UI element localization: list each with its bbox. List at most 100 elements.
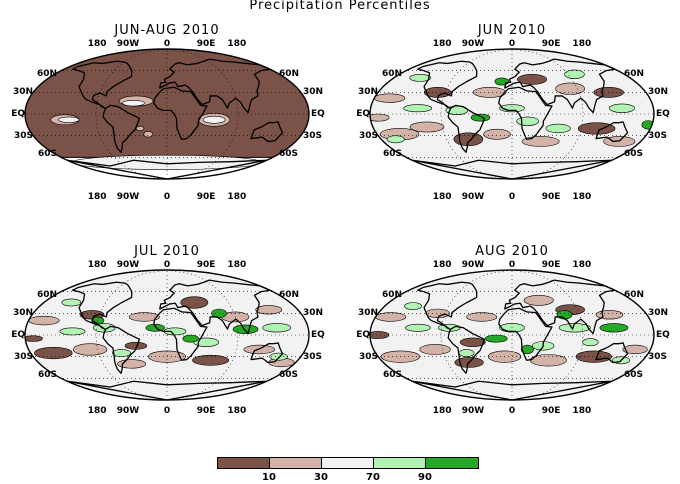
lon-tick-label: 180 <box>227 192 247 202</box>
anomaly-patch <box>269 352 288 361</box>
panel-title-aug-2010: AUG 2010 <box>475 244 549 259</box>
anomaly-patch <box>558 323 591 333</box>
map-border <box>24 48 310 180</box>
lon-tick-label: 180 <box>87 406 107 416</box>
coastline <box>411 159 613 179</box>
lat-tick-label-left: 30N <box>357 87 378 98</box>
lon-tick-label: 0 <box>163 406 171 416</box>
anomaly-patch <box>128 312 160 322</box>
lat-tick-label-left: 60S <box>37 149 57 160</box>
lon-tick-label: 90W <box>461 39 485 49</box>
lat-tick-label-left: 30N <box>357 308 378 319</box>
lon-tick-label: 90W <box>116 39 140 49</box>
map-jul-2010 <box>24 269 310 401</box>
lon-tick-label: 0 <box>508 192 516 202</box>
lon-tick-label: 180 <box>572 406 592 416</box>
page-title: Precipitation Percentiles <box>249 0 431 13</box>
lat-tick-label-left: 60N <box>381 289 402 300</box>
lat-tick-label-right: 30S <box>648 351 668 362</box>
map-border <box>369 269 655 401</box>
anomaly-patch <box>577 122 616 135</box>
lat-tick-label-left: 60N <box>36 68 57 79</box>
lat-tick-label-left: 60S <box>37 370 57 381</box>
coastline <box>153 86 208 140</box>
anomaly-patch <box>232 324 259 334</box>
anomaly-patch <box>595 310 624 320</box>
anomaly-patch <box>58 116 80 123</box>
map-border <box>369 48 655 180</box>
anomaly-patch <box>180 296 209 309</box>
anomaly-patch <box>556 310 573 320</box>
lon-tick-label: 180 <box>227 406 247 416</box>
coastline <box>153 307 208 361</box>
anomaly-patch <box>374 93 406 103</box>
lon-tick-label: 90E <box>541 192 561 202</box>
legend-swatch-dry <box>217 457 270 469</box>
anomaly-patch <box>470 113 491 122</box>
lon-tick-label: 180 <box>87 192 107 202</box>
anomaly-patch <box>135 125 145 131</box>
anomaly-patch <box>459 337 486 347</box>
legend-swatch-above <box>373 457 426 469</box>
map-jun-aug-2010 <box>24 48 310 180</box>
lon-tick-label: 90W <box>116 260 140 270</box>
anomaly-patch <box>72 343 108 356</box>
panel-title-jun-2010: JUN 2010 <box>477 23 547 38</box>
coastline <box>159 279 271 335</box>
anomaly-patch <box>545 123 571 134</box>
anomaly-patch <box>425 308 450 318</box>
lon-tick-label: 0 <box>163 260 171 270</box>
anomaly-patch <box>409 73 431 82</box>
lat-tick-label-right: 60S <box>279 149 299 160</box>
coastline <box>416 281 478 330</box>
anomaly-patch <box>182 334 199 343</box>
lon-tick-label: 180 <box>432 406 452 416</box>
lat-tick-label-left: 60N <box>36 289 57 300</box>
lon-tick-label: 0 <box>508 406 516 416</box>
lon-tick-label: 180 <box>87 39 107 49</box>
lat-tick-label-right: EQ <box>311 330 325 340</box>
coastline <box>159 58 271 114</box>
lat-tick-label-right: EQ <box>656 330 670 340</box>
coastline <box>498 86 553 140</box>
anomaly-patch <box>61 298 82 307</box>
anomaly-patch <box>370 113 390 122</box>
lon-tick-label: 180 <box>572 260 592 270</box>
lat-tick-label-right: 30N <box>648 87 669 98</box>
lat-tick-label-left: 60S <box>382 370 402 381</box>
anomaly-patch <box>405 323 431 332</box>
coastline <box>411 380 613 400</box>
coastline <box>447 104 486 153</box>
legend-label-30: 30 <box>314 472 328 483</box>
lat-tick-label-left: 30N <box>12 308 33 319</box>
lon-tick-label: 90E <box>541 406 561 416</box>
lon-tick-label: 90W <box>116 192 140 202</box>
anomaly-patch <box>466 312 498 322</box>
coastline <box>71 60 133 109</box>
lon-tick-label: 180 <box>432 39 452 49</box>
lat-tick-label-left: 30S <box>358 130 378 141</box>
coastline <box>595 121 629 143</box>
anomaly-patch <box>419 344 451 355</box>
anomaly-patch <box>564 69 585 79</box>
lon-tick-label: 0 <box>163 39 171 49</box>
anomaly-patch <box>192 354 230 366</box>
anomaly-patch <box>28 315 60 326</box>
lat-tick-label-left: 30S <box>13 130 33 141</box>
lat-tick-label-right: 30S <box>303 130 323 141</box>
coastline <box>504 279 616 335</box>
anomaly-patch <box>453 132 484 147</box>
map-border <box>24 269 310 401</box>
anomaly-patch <box>262 323 292 333</box>
lon-tick-label: 0 <box>508 39 516 49</box>
anomaly-patch <box>403 104 433 113</box>
anomaly-patch <box>517 73 548 85</box>
lat-tick-label-left: 30N <box>12 87 33 98</box>
lon-tick-label: 90E <box>196 39 216 49</box>
legend-label-90: 90 <box>418 472 432 483</box>
coastline <box>102 104 141 153</box>
lon-tick-label: 90E <box>196 260 216 270</box>
lat-tick-label-right: EQ <box>311 109 325 119</box>
lat-tick-label-left: EQ <box>356 330 370 340</box>
lon-tick-label: 180 <box>87 260 107 270</box>
